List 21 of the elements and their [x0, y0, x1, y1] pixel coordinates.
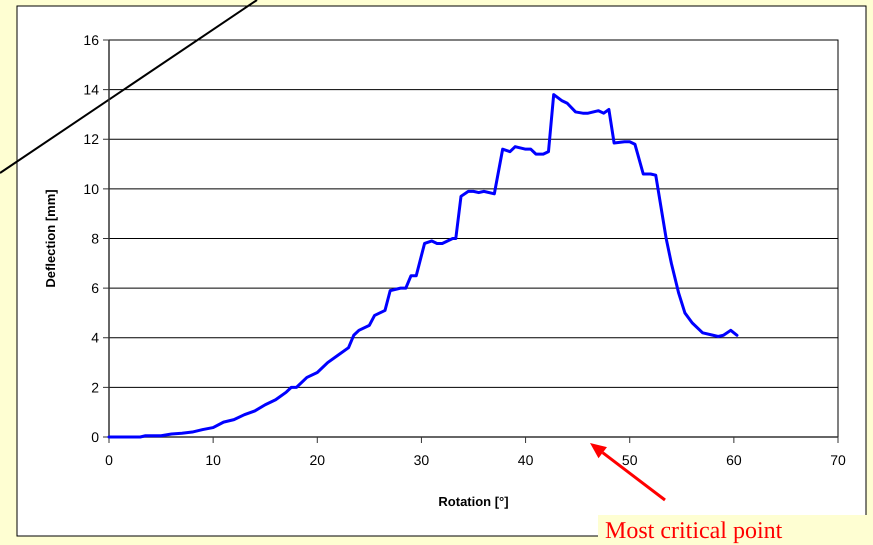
x-axis-title: Rotation [°] [438, 494, 509, 509]
y-tick-label: 2 [91, 379, 100, 396]
x-tick-label: 30 [414, 452, 430, 468]
x-tick-label: 70 [830, 452, 846, 468]
x-tick-label: 40 [518, 452, 534, 468]
text: Most critical point [605, 518, 783, 544]
y-tick-label: 16 [83, 32, 100, 48]
x-tick-label: 50 [622, 452, 638, 468]
y-tick-label: 14 [83, 82, 100, 98]
y-tick-label: 4 [91, 330, 100, 346]
y-axis-title: Deflection [mm] [43, 189, 58, 288]
y-tick-label: 0 [91, 428, 100, 445]
line-series [108, 93, 738, 438]
y-tick-label: 6 [91, 280, 100, 296]
x-tick-label: 20 [309, 452, 326, 468]
x-tick-label: 0 [105, 452, 114, 468]
y-tick-label: 10 [83, 180, 100, 197]
y-tick-label: 12 [83, 131, 100, 148]
x-tick-label: 60 [726, 452, 742, 468]
y-tick-label: 8 [91, 230, 100, 246]
x-tick-label: 10 [205, 452, 222, 468]
